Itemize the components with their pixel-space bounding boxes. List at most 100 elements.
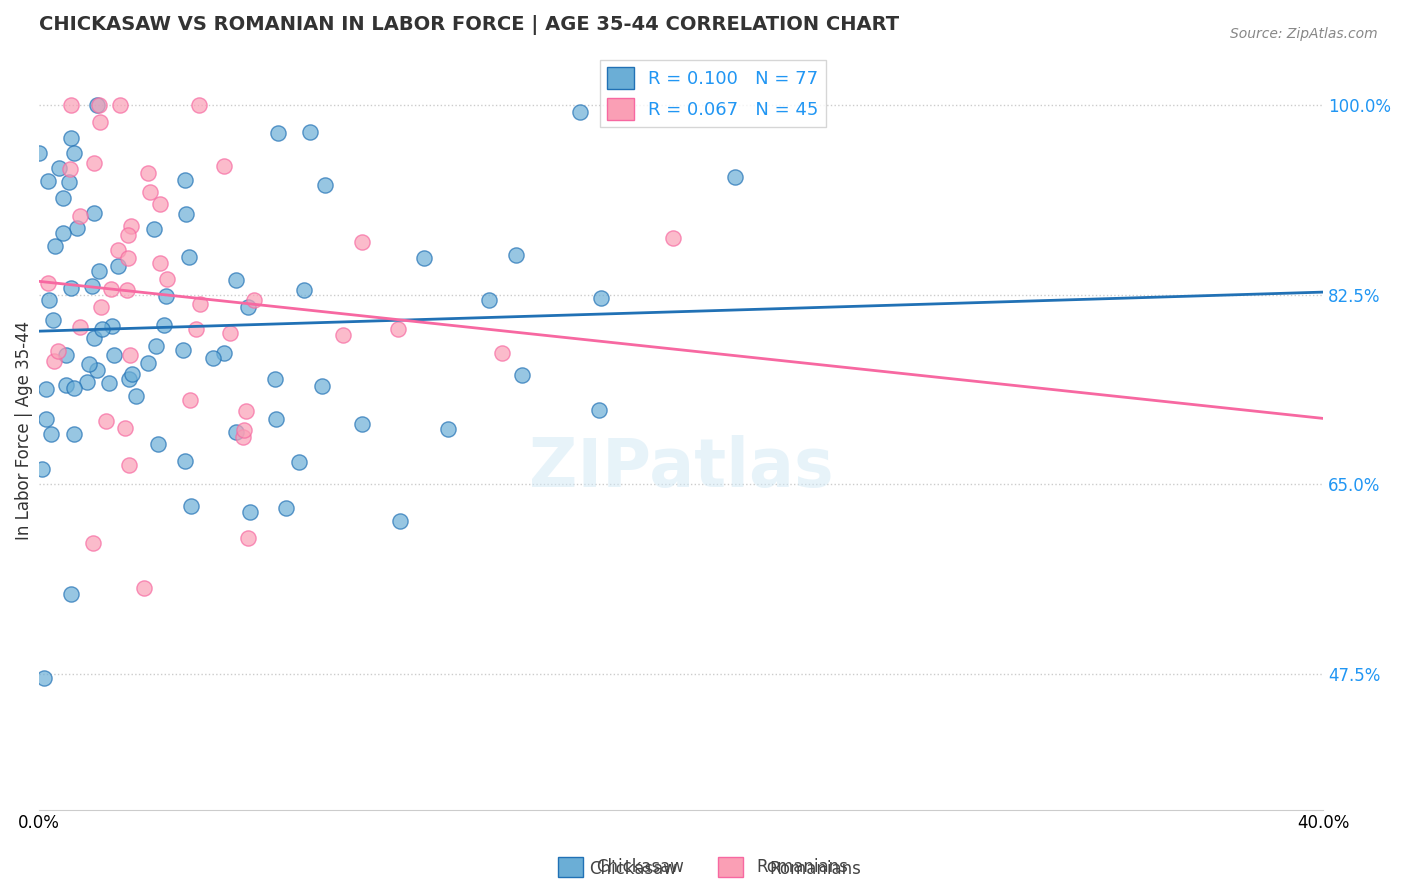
Chickasaw bbox=[314, 178, 336, 192]
Romanians bbox=[58, 161, 80, 176]
Romanians bbox=[136, 166, 159, 180]
Romanians bbox=[156, 272, 179, 286]
Chickasaw bbox=[60, 281, 83, 295]
Romanians bbox=[219, 326, 242, 340]
Legend: R = 0.100   N = 77, R = 0.067   N = 45: R = 0.100 N = 77, R = 0.067 N = 45 bbox=[599, 60, 825, 128]
Chickasaw bbox=[155, 289, 177, 303]
Romanians bbox=[46, 343, 69, 358]
Chickasaw bbox=[98, 376, 121, 391]
Chickasaw bbox=[48, 161, 70, 175]
Chickasaw bbox=[60, 586, 83, 600]
Romanians bbox=[232, 430, 254, 444]
Chickasaw bbox=[238, 301, 260, 315]
Chickasaw bbox=[118, 372, 141, 386]
Chickasaw bbox=[588, 403, 610, 417]
Chickasaw bbox=[437, 422, 460, 436]
Romanians bbox=[491, 346, 513, 360]
Text: CHICKASAW VS ROMANIAN IN LABOR FORCE | AGE 35-44 CORRELATION CHART: CHICKASAW VS ROMANIAN IN LABOR FORCE | A… bbox=[38, 15, 898, 35]
Chickasaw bbox=[38, 293, 60, 308]
Chickasaw bbox=[146, 437, 169, 451]
Chickasaw bbox=[145, 339, 167, 353]
Chickasaw bbox=[264, 411, 287, 425]
Romanians bbox=[90, 300, 112, 314]
Chickasaw bbox=[174, 207, 197, 221]
Chickasaw bbox=[225, 425, 247, 440]
Romanians bbox=[94, 413, 117, 427]
Romanians bbox=[117, 228, 139, 243]
Chickasaw bbox=[298, 125, 321, 139]
Romanians bbox=[235, 404, 257, 418]
Chickasaw bbox=[31, 461, 53, 475]
Chickasaw bbox=[311, 378, 333, 392]
Chickasaw bbox=[35, 412, 58, 426]
Romanians bbox=[83, 156, 105, 170]
Romanians bbox=[108, 98, 131, 112]
Romanians bbox=[332, 328, 354, 343]
Chickasaw bbox=[505, 247, 527, 261]
Chickasaw bbox=[83, 331, 105, 345]
Chickasaw bbox=[86, 98, 108, 112]
Text: Chickasaw: Chickasaw bbox=[589, 860, 676, 878]
Chickasaw bbox=[63, 145, 86, 160]
Chickasaw bbox=[478, 293, 501, 307]
Romanians bbox=[212, 159, 235, 173]
Chickasaw bbox=[174, 173, 197, 187]
Chickasaw bbox=[510, 368, 533, 383]
Romanians bbox=[188, 297, 211, 311]
Chickasaw bbox=[101, 319, 124, 334]
Chickasaw bbox=[274, 500, 297, 515]
Chickasaw bbox=[172, 343, 194, 358]
Chickasaw bbox=[86, 363, 108, 377]
Romanians bbox=[118, 458, 141, 473]
Chickasaw bbox=[413, 251, 436, 265]
Romanians bbox=[238, 531, 260, 545]
Text: Romanians: Romanians bbox=[769, 860, 862, 878]
Chickasaw bbox=[350, 417, 373, 432]
Chickasaw bbox=[62, 381, 84, 395]
Chickasaw bbox=[66, 221, 89, 235]
Chickasaw bbox=[103, 348, 125, 362]
Chickasaw bbox=[591, 291, 613, 305]
Chickasaw bbox=[287, 455, 309, 469]
Romanians bbox=[242, 293, 264, 307]
Chickasaw bbox=[42, 313, 65, 327]
Text: Source: ZipAtlas.com: Source: ZipAtlas.com bbox=[1230, 27, 1378, 41]
Chickasaw bbox=[80, 279, 103, 293]
Romanians bbox=[350, 235, 373, 249]
Romanians bbox=[89, 115, 111, 129]
Romanians bbox=[37, 276, 59, 290]
Chickasaw bbox=[153, 318, 176, 333]
Chickasaw bbox=[59, 131, 82, 145]
Romanians bbox=[59, 98, 82, 112]
Romanians bbox=[387, 322, 409, 336]
Chickasaw bbox=[79, 357, 101, 371]
Chickasaw bbox=[143, 221, 166, 235]
Romanians bbox=[118, 348, 141, 362]
Legend: Chickasaw, Romanians: Chickasaw, Romanians bbox=[551, 850, 855, 884]
Romanians bbox=[187, 98, 209, 112]
Romanians bbox=[149, 255, 172, 269]
Romanians bbox=[184, 322, 207, 336]
Chickasaw bbox=[264, 372, 287, 386]
Chickasaw bbox=[76, 375, 98, 389]
Chickasaw bbox=[389, 514, 412, 528]
Chickasaw bbox=[83, 206, 105, 220]
Chickasaw bbox=[136, 356, 159, 370]
Chickasaw bbox=[121, 368, 143, 382]
Chickasaw bbox=[107, 259, 129, 273]
Chickasaw bbox=[568, 105, 591, 120]
Romanians bbox=[115, 283, 138, 297]
Romanians bbox=[100, 283, 122, 297]
Romanians bbox=[114, 420, 136, 434]
Chickasaw bbox=[125, 389, 148, 403]
Chickasaw bbox=[201, 351, 224, 365]
Romanians bbox=[87, 98, 110, 112]
Text: ZIPatlas: ZIPatlas bbox=[529, 435, 834, 501]
Romanians bbox=[132, 581, 155, 595]
Chickasaw bbox=[52, 191, 75, 205]
Chickasaw bbox=[55, 348, 77, 362]
Chickasaw bbox=[28, 145, 51, 160]
Chickasaw bbox=[212, 345, 235, 359]
Romanians bbox=[69, 209, 91, 223]
Chickasaw bbox=[723, 170, 745, 185]
